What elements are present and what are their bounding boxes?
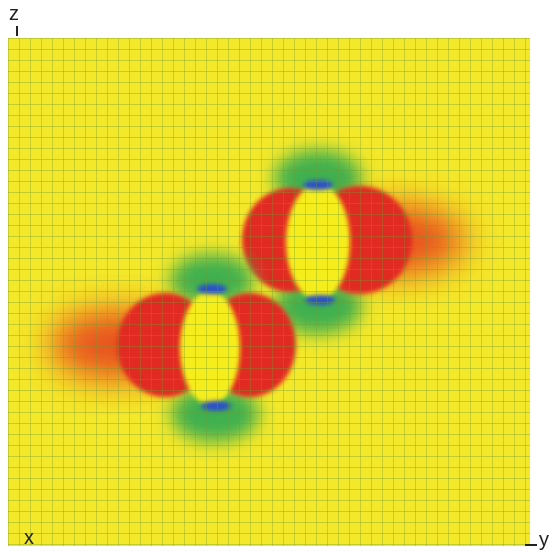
axis-label: z [9,3,19,25]
field [8,38,530,546]
visualization: z x y [0,0,555,552]
axis-label: y [539,529,549,551]
mesh-grid [8,38,530,546]
page: {"axes": {"z": "z", "x": "x", "y": "y"}} [0,0,555,552]
axis-label: x [24,527,34,549]
